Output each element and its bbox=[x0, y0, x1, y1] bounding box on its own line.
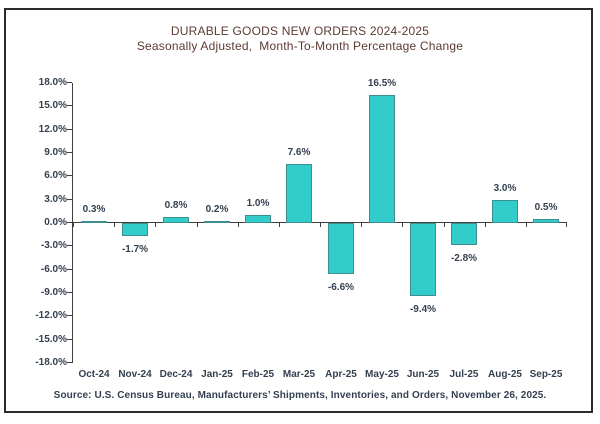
bar bbox=[451, 223, 477, 245]
y-tick bbox=[67, 105, 72, 107]
y-tick bbox=[67, 128, 72, 130]
x-category-label: Feb-25 bbox=[241, 369, 275, 380]
bar-value-label: 0.5% bbox=[534, 202, 558, 213]
y-tick bbox=[67, 338, 72, 340]
x-tick bbox=[402, 223, 403, 227]
bar-value-label: -6.6% bbox=[327, 282, 355, 293]
y-tick-label: 0.0% bbox=[44, 217, 67, 228]
x-category-label: Jun-25 bbox=[406, 369, 440, 380]
y-tick bbox=[67, 268, 72, 270]
y-tick bbox=[67, 198, 72, 200]
x-category-label: Jul-25 bbox=[449, 369, 479, 380]
bar-value-label: 0.2% bbox=[205, 204, 229, 215]
bar bbox=[81, 221, 107, 223]
y-tick-label: -6.0% bbox=[40, 263, 67, 275]
y-tick-label: -12.0% bbox=[35, 310, 67, 322]
bar bbox=[492, 200, 518, 223]
x-tick bbox=[320, 223, 321, 227]
y-tick-label: 12.0% bbox=[38, 123, 67, 135]
y-tick bbox=[67, 362, 72, 363]
y-tick-label: -15.0% bbox=[35, 333, 67, 345]
y-tick bbox=[67, 292, 72, 293]
x-category-label: Nov-24 bbox=[118, 369, 152, 380]
bar-value-label: -9.4% bbox=[409, 304, 437, 315]
x-category-label: Apr-25 bbox=[325, 369, 357, 380]
bar bbox=[328, 223, 354, 274]
x-axis-line bbox=[73, 222, 567, 223]
bar bbox=[410, 223, 436, 296]
x-tick bbox=[361, 223, 362, 227]
y-tick bbox=[67, 175, 72, 177]
y-tick bbox=[67, 222, 72, 223]
x-tick bbox=[526, 223, 527, 227]
bar bbox=[286, 164, 312, 223]
bar-value-label: -2.8% bbox=[450, 253, 478, 264]
x-tick bbox=[155, 223, 156, 227]
x-tick bbox=[114, 223, 115, 227]
x-tick bbox=[279, 223, 280, 227]
bar-value-label: 3.0% bbox=[493, 183, 517, 194]
y-tick-label: 9.0% bbox=[44, 147, 67, 158]
bar-value-label: 1.0% bbox=[246, 198, 270, 209]
x-category-label: Aug-25 bbox=[488, 369, 522, 380]
bar bbox=[163, 217, 189, 223]
bar-value-label: 0.8% bbox=[164, 200, 188, 211]
y-tick-label: 15.0% bbox=[38, 100, 67, 112]
y-tick-label: -9.0% bbox=[40, 287, 67, 298]
x-tick bbox=[566, 223, 567, 227]
x-category-label: Oct-24 bbox=[78, 369, 110, 380]
y-tick bbox=[67, 152, 72, 153]
bar-value-label: 0.3% bbox=[82, 204, 106, 215]
y-tick-label: -18.0% bbox=[35, 357, 67, 368]
x-tick bbox=[444, 223, 445, 227]
x-tick bbox=[73, 223, 74, 227]
y-tick-label: 3.0% bbox=[44, 193, 67, 205]
x-tick bbox=[197, 223, 198, 227]
bar bbox=[245, 215, 271, 223]
y-tick bbox=[67, 245, 72, 247]
source-note: Source: U.S. Census Bureau, Manufacturer… bbox=[53, 390, 547, 401]
bar bbox=[533, 219, 559, 223]
x-tick bbox=[485, 223, 486, 227]
bar bbox=[369, 95, 395, 223]
bar-value-label: 16.5% bbox=[367, 78, 397, 89]
y-axis-line bbox=[72, 83, 73, 363]
y-tick bbox=[67, 82, 72, 83]
x-tick bbox=[238, 223, 239, 227]
chart-title: DURABLE GOODS NEW ORDERS 2024-2025 bbox=[170, 24, 430, 38]
x-category-label: Jan-25 bbox=[201, 369, 233, 380]
bar bbox=[204, 221, 230, 223]
x-category-label: Dec-24 bbox=[159, 369, 193, 380]
y-tick-label: 6.0% bbox=[44, 170, 67, 182]
y-tick bbox=[67, 315, 72, 317]
y-tick-label: 18.0% bbox=[38, 77, 67, 88]
bar bbox=[122, 223, 148, 236]
chart-subtitle: Seasonally Adjusted, Month-To-Month Perc… bbox=[136, 39, 464, 53]
y-tick-label: -3.0% bbox=[40, 240, 67, 252]
x-category-label: Mar-25 bbox=[282, 369, 316, 380]
x-category-label: May-25 bbox=[365, 369, 399, 380]
bar-value-label: 7.6% bbox=[287, 147, 311, 158]
x-category-label: Sep-25 bbox=[529, 369, 563, 380]
bar-value-label: -1.7% bbox=[121, 244, 149, 255]
